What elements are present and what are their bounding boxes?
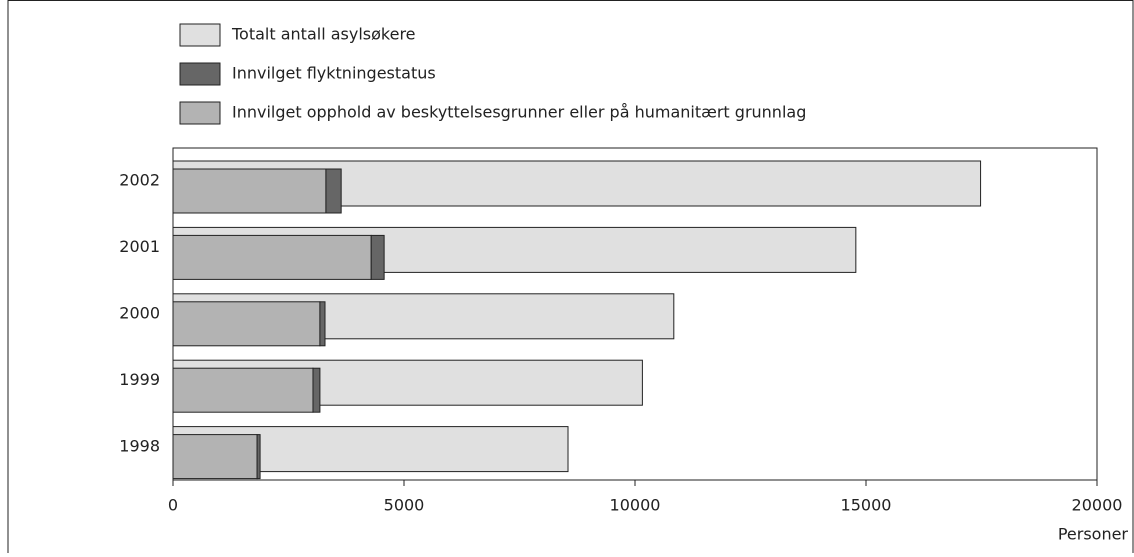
legend-swatch xyxy=(179,23,221,47)
bar xyxy=(325,168,342,214)
legend-swatch xyxy=(179,62,221,86)
bar xyxy=(172,168,327,214)
bar xyxy=(370,234,385,280)
frame xyxy=(7,0,1134,557)
x-tick-label: 0 xyxy=(168,496,178,515)
x-tick-label: 10000 xyxy=(610,496,661,515)
y-tick-label: 1999 xyxy=(119,370,160,389)
legend-label: Totalt antall asylsøkere xyxy=(231,25,416,44)
y-tick-label: 2001 xyxy=(119,237,160,256)
legend-swatch xyxy=(179,101,221,125)
bar xyxy=(172,234,372,280)
bar xyxy=(312,367,321,413)
bar xyxy=(172,301,321,347)
legend-label: Innvilget flyktningestatus xyxy=(232,64,436,83)
bar xyxy=(172,367,314,413)
x-tick-label: 5000 xyxy=(384,496,425,515)
x-axis-label: Personer xyxy=(1058,525,1129,544)
bar xyxy=(256,434,261,480)
bar xyxy=(319,301,326,347)
x-tick-label: 15000 xyxy=(841,496,892,515)
y-tick-label: 1998 xyxy=(119,436,160,455)
y-tick-label: 2000 xyxy=(119,304,160,323)
bar xyxy=(172,434,258,480)
y-tick-label: 2002 xyxy=(119,171,160,190)
legend-label: Innvilget opphold av beskyttelsesgrunner… xyxy=(232,103,806,122)
x-tick-label: 20000 xyxy=(1072,496,1123,515)
